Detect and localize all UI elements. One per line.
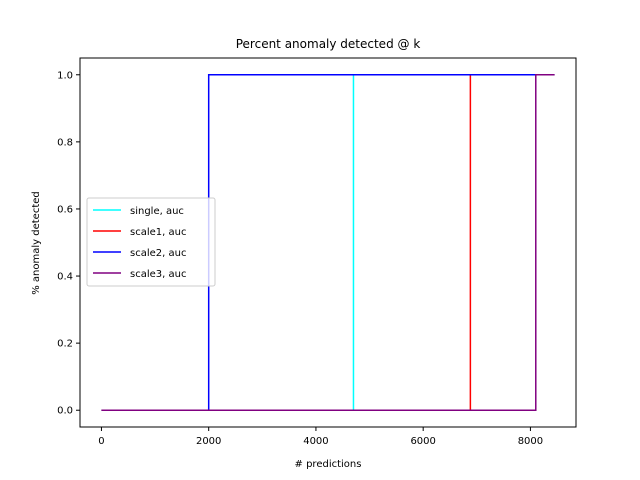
x-axis: 0 2000 4000 6000 8000: [98, 427, 543, 447]
y-axis: 0.0 0.2 0.4 0.6 0.8 1.0: [57, 70, 80, 417]
x-tick-label: 6000: [410, 436, 435, 447]
y-tick-label: 0.4: [57, 272, 73, 283]
x-tick-label: 8000: [518, 436, 543, 447]
legend-label: scale3, auc: [130, 269, 186, 280]
legend-label: scale2, auc: [130, 248, 186, 259]
plot-frame: [79, 57, 577, 428]
x-tick-label: 4000: [303, 436, 328, 447]
legend-box: [86, 197, 216, 287]
legend: single, auc scale1, auc scale2, auc scale3,…: [86, 197, 216, 287]
x-axis-label: # predictions: [295, 459, 362, 470]
y-tick-label: 0.0: [57, 406, 73, 417]
y-tick-label: 1.0: [57, 70, 73, 81]
y-tick-label: 0.2: [57, 339, 73, 350]
series-line-4: [101, 74, 555, 411]
y-axis-label: % anomaly detected: [31, 191, 42, 295]
legend-label: scale1, auc: [130, 227, 186, 238]
x-tick-label: 2000: [196, 436, 221, 447]
legend-label: single, auc: [130, 206, 184, 217]
y-tick-label: 0.6: [57, 204, 73, 215]
x-tick-label: 0: [98, 436, 104, 447]
chart-title: Percent anomaly detected @ k: [236, 37, 421, 51]
y-tick-label: 0.8: [57, 137, 73, 148]
